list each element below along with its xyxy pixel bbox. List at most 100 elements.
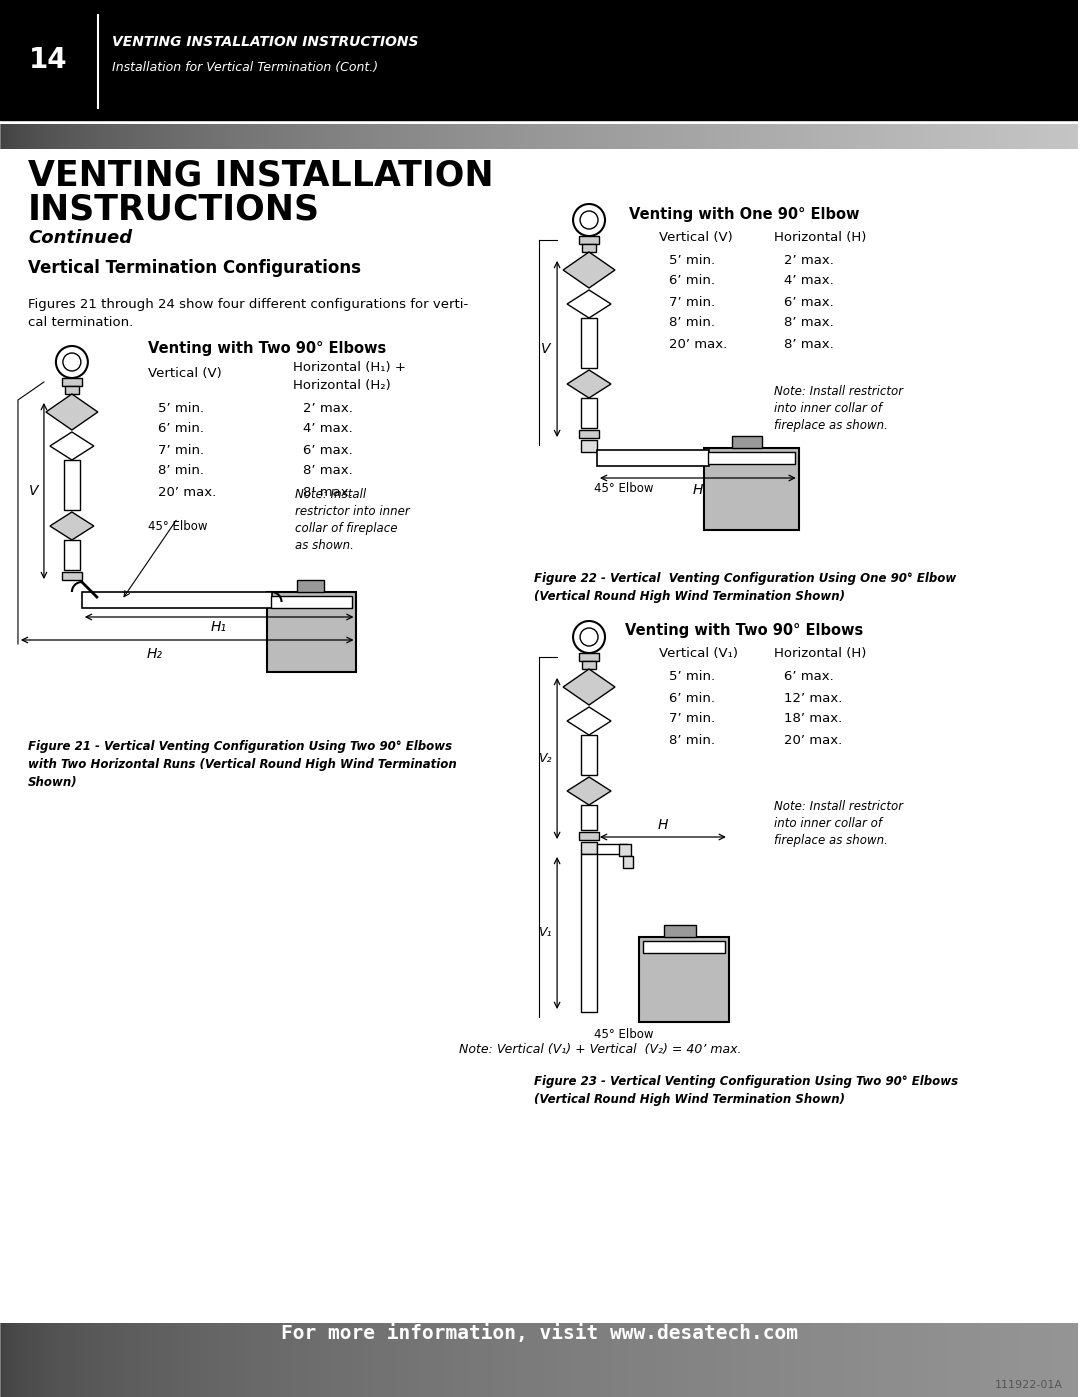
Text: Horizontal (H₁) +: Horizontal (H₁) + — [293, 362, 405, 374]
Text: 8’ max.: 8’ max. — [302, 464, 352, 478]
Text: Vertical Termination Configurations: Vertical Termination Configurations — [28, 258, 361, 277]
Text: For more information, visit www.desatech.com: For more information, visit www.desatech… — [281, 1324, 798, 1344]
Text: Note: Install
restrictor into inner
collar of fireplace
as shown.: Note: Install restrictor into inner coll… — [295, 488, 409, 552]
Text: 6’ max.: 6’ max. — [302, 443, 352, 457]
Text: 20’ max.: 20’ max. — [158, 486, 216, 499]
Text: Vertical (V): Vertical (V) — [659, 232, 732, 244]
Bar — [597, 450, 708, 467]
Text: 6’ max.: 6’ max. — [784, 671, 834, 683]
Circle shape — [63, 353, 81, 372]
Text: Venting with One 90° Elbow: Venting with One 90° Elbow — [629, 208, 859, 222]
Text: Note: Install restrictor
into inner collar of
fireplace as shown.: Note: Install restrictor into inner coll… — [773, 386, 903, 432]
Polygon shape — [567, 707, 611, 735]
Text: 111922-01A: 111922-01A — [996, 1380, 1064, 1390]
Bar — [704, 448, 799, 529]
Text: Continued: Continued — [28, 229, 132, 247]
Bar — [579, 236, 599, 244]
Circle shape — [56, 346, 87, 379]
Polygon shape — [50, 511, 94, 541]
Text: 5’ min.: 5’ min. — [669, 671, 715, 683]
Text: 6’ max.: 6’ max. — [784, 296, 834, 309]
Text: Venting with Two 90° Elbows: Venting with Two 90° Elbows — [624, 623, 863, 637]
Bar — [581, 440, 597, 453]
Bar — [64, 460, 80, 510]
Polygon shape — [563, 669, 615, 705]
Text: 6’ min.: 6’ min. — [158, 422, 204, 436]
Text: Figure 21 - Vertical Venting Configuration Using Two 90° Elbows
with Two Horizon: Figure 21 - Vertical Venting Configurati… — [28, 740, 457, 789]
Polygon shape — [50, 432, 94, 460]
Bar — [732, 436, 761, 448]
Text: Figure 23 - Vertical Venting Configuration Using Two 90° Elbows
(Vertical Round : Figure 23 - Vertical Venting Configurati… — [535, 1076, 958, 1106]
Circle shape — [573, 622, 605, 652]
Text: Horizontal (H₂): Horizontal (H₂) — [293, 379, 390, 391]
Polygon shape — [563, 251, 615, 288]
Bar — [581, 319, 597, 367]
Text: 20’ max.: 20’ max. — [784, 733, 842, 746]
Bar — [579, 833, 599, 840]
Text: 7’ min.: 7’ min. — [669, 296, 715, 309]
Polygon shape — [46, 394, 98, 430]
Text: Venting with Two 90° Elbows: Venting with Two 90° Elbows — [148, 341, 386, 355]
Polygon shape — [567, 370, 611, 398]
Circle shape — [573, 204, 605, 236]
Text: 8’ min.: 8’ min. — [158, 464, 204, 478]
Text: Note: Vertical (V₁) + Vertical  (V₂) = 40’ max.: Note: Vertical (V₁) + Vertical (V₂) = 40… — [459, 1044, 742, 1056]
Text: V₁: V₁ — [538, 926, 552, 940]
Text: 5’ min.: 5’ min. — [669, 253, 715, 267]
Text: 7’ min.: 7’ min. — [158, 443, 204, 457]
Text: H: H — [658, 819, 669, 833]
Bar — [579, 652, 599, 661]
Bar — [623, 856, 633, 868]
Text: H₁: H₁ — [211, 620, 227, 634]
Text: V: V — [541, 342, 551, 356]
Text: Figure 22 - Vertical  Venting Configuration Using One 90° Elbow
(Vertical Round : Figure 22 - Vertical Venting Configurati… — [535, 571, 957, 604]
Bar — [581, 842, 597, 854]
Bar — [582, 244, 596, 251]
Text: Figures 21 through 24 show four different configurations for verti-
cal terminat: Figures 21 through 24 show four differen… — [28, 298, 469, 330]
Text: 12’ max.: 12’ max. — [784, 692, 842, 704]
Text: 45° Elbow: 45° Elbow — [594, 1028, 653, 1041]
Text: INSTRUCTIONS: INSTRUCTIONS — [28, 193, 320, 226]
Text: Vertical (V): Vertical (V) — [148, 366, 221, 380]
Bar — [581, 735, 597, 775]
Text: 2’ max.: 2’ max. — [302, 401, 352, 415]
Bar — [65, 386, 79, 394]
Text: 14: 14 — [28, 46, 67, 74]
Text: 8’ min.: 8’ min. — [669, 733, 715, 746]
Text: 8’ max.: 8’ max. — [302, 486, 352, 499]
Bar — [581, 398, 597, 427]
Text: Horizontal (H): Horizontal (H) — [773, 647, 866, 659]
Text: VENTING INSTALLATION INSTRUCTIONS: VENTING INSTALLATION INSTRUCTIONS — [112, 35, 418, 49]
Text: 7’ min.: 7’ min. — [669, 712, 715, 725]
Text: 5’ min.: 5’ min. — [158, 401, 204, 415]
Bar — [0, 0, 1078, 120]
Text: V: V — [29, 483, 39, 497]
Bar — [581, 805, 597, 830]
Text: 4’ max.: 4’ max. — [784, 274, 834, 288]
Text: 2’ max.: 2’ max. — [784, 253, 834, 267]
Bar — [271, 597, 352, 608]
Text: 8’ max.: 8’ max. — [784, 317, 834, 330]
Bar — [581, 854, 597, 1011]
Bar — [82, 592, 271, 608]
Text: 4’ max.: 4’ max. — [302, 422, 352, 436]
Text: Note: Install restrictor
into inner collar of
fireplace as shown.: Note: Install restrictor into inner coll… — [773, 800, 903, 847]
Bar — [597, 844, 627, 854]
Text: Horizontal (H): Horizontal (H) — [773, 232, 866, 244]
Bar — [297, 580, 324, 592]
Bar — [64, 541, 80, 570]
Text: 6’ min.: 6’ min. — [669, 274, 715, 288]
Bar — [582, 661, 596, 669]
Bar — [12, 13, 84, 108]
Text: H: H — [692, 483, 703, 497]
Text: 20’ max.: 20’ max. — [669, 338, 727, 351]
Bar — [639, 937, 729, 1023]
Bar — [62, 379, 82, 386]
Circle shape — [580, 629, 598, 645]
Text: 8’ min.: 8’ min. — [669, 317, 715, 330]
Bar — [643, 942, 725, 953]
Text: V₂: V₂ — [538, 752, 552, 764]
Text: Vertical (V₁): Vertical (V₁) — [659, 647, 738, 659]
Text: H₂: H₂ — [147, 647, 163, 661]
Bar — [664, 925, 696, 937]
